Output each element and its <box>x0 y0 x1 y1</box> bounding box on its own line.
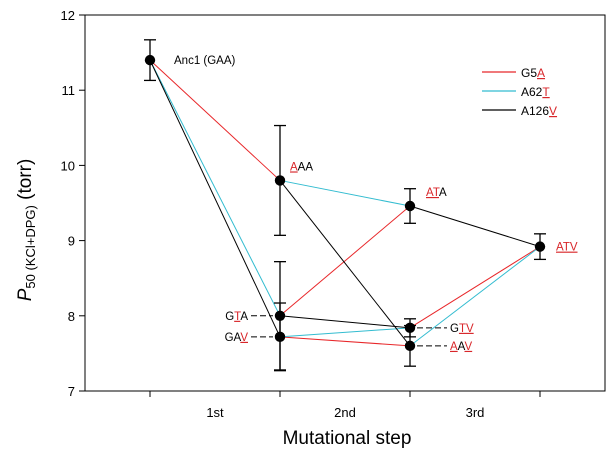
x-axis-title: Mutational step <box>283 428 412 449</box>
annotation-text: G <box>225 311 234 323</box>
annotation-gav: GAV <box>225 332 249 344</box>
data-point <box>274 331 286 343</box>
annotation-text: A <box>458 341 466 353</box>
legend-label: A126V <box>521 104 557 118</box>
series-segment-a62t <box>279 179 411 207</box>
annotation-aaa: AAA <box>290 161 313 173</box>
annotation-aav: AAV <box>450 341 473 353</box>
axes: 7 8 9 10 11 12 1st 2nd 3rd <box>61 8 606 420</box>
series-segment-a126v <box>409 205 541 248</box>
annotation-text: G <box>450 323 459 335</box>
x-tick-label: 1st <box>206 405 224 420</box>
annotation-mutation: A <box>450 341 458 353</box>
series-segment-a62t <box>409 246 541 347</box>
annotation-gaa: Anc1 (GAA) <box>174 55 236 67</box>
annotation-mutation: TV <box>459 323 474 335</box>
annotation-text: A <box>240 311 248 323</box>
data-point <box>144 54 156 66</box>
series-segment-a126v <box>279 180 411 347</box>
series-segment-g5a <box>409 246 541 329</box>
annotation-mutation: AT <box>426 187 440 199</box>
data-point <box>274 310 286 321</box>
y-tick-label: 8 <box>68 309 75 324</box>
y-tick-label: 9 <box>68 234 75 249</box>
annotation-ata: ATA <box>426 187 447 199</box>
legend-text: A62 <box>521 85 543 99</box>
series-segment-a62t <box>149 59 281 317</box>
plot-frame <box>84 14 606 392</box>
legend-mutation: T <box>542 85 550 99</box>
data-point <box>534 241 546 252</box>
series-segment-g5a <box>149 59 281 181</box>
data-point <box>404 322 416 334</box>
series-segment-g5a <box>279 205 411 317</box>
annotation-mutation: T <box>234 311 241 323</box>
data-point <box>404 340 416 352</box>
data-points <box>144 54 546 352</box>
legend-text: G5 <box>521 66 537 80</box>
legend-text: A126 <box>521 104 549 118</box>
legend-label: A62T <box>521 85 550 99</box>
legend: G5A A62T A126V <box>482 66 557 118</box>
annotation-gta: GTA <box>225 311 248 323</box>
data-point <box>404 200 416 212</box>
annotation-text: A <box>439 187 447 199</box>
y-tick-label: 7 <box>68 384 75 399</box>
legend-label: G5A <box>521 66 545 80</box>
y-axis-title-main: P <box>15 288 36 301</box>
legend-mutation: A <box>537 66 545 80</box>
series-lines <box>149 59 541 347</box>
series-segment-a126v <box>279 315 411 329</box>
error-bars <box>144 39 546 372</box>
annotation-mutation: ATV <box>556 242 578 254</box>
annotation-text: Anc1 (GAA) <box>174 55 236 67</box>
y-axis-title-unit: (torr) <box>15 159 36 205</box>
legend-mutation: V <box>549 104 557 118</box>
x-tick-label: 3rd <box>466 405 485 420</box>
annotation-atv: ATV <box>556 242 578 254</box>
annotation-mutation: V <box>465 341 473 353</box>
x-tick-label: 2nd <box>334 405 356 420</box>
y-axis-title-sub: 50 (KCl+DPG) <box>23 205 38 288</box>
annotation-text: GA <box>225 332 242 344</box>
y-tick-label: 12 <box>61 8 75 23</box>
annotation-mutation: A <box>290 161 298 173</box>
series-segment-a62t <box>279 327 411 338</box>
series-segment-a126v <box>149 59 281 338</box>
data-point <box>274 175 286 186</box>
annotation-mutation: V <box>240 332 248 344</box>
annotation-gtv: GTV <box>450 323 474 335</box>
series-segment-g5a <box>279 336 411 347</box>
y-tick-label: 10 <box>61 158 75 173</box>
annotation-text: AA <box>298 161 314 173</box>
y-axis-title: P50 (KCl+DPG) (torr) <box>15 159 38 302</box>
y-tick-label: 11 <box>62 83 76 98</box>
